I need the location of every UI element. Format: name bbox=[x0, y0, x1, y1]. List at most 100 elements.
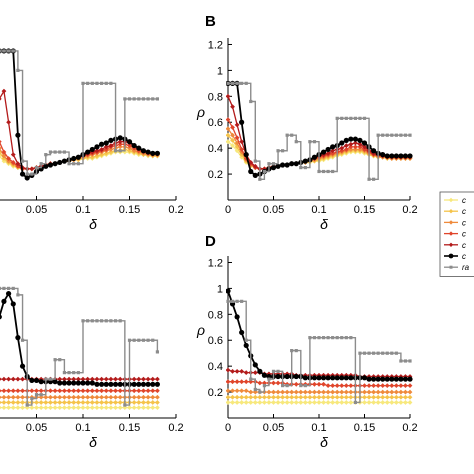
data-point bbox=[234, 314, 240, 320]
legend-marker bbox=[448, 220, 454, 225]
data-point bbox=[52, 394, 58, 400]
y-tick-label: 1 bbox=[217, 283, 223, 295]
data-point bbox=[252, 163, 258, 169]
data-point bbox=[108, 405, 114, 411]
legend-label: c bbox=[462, 207, 466, 216]
data-point bbox=[230, 388, 235, 394]
data-point bbox=[85, 388, 91, 394]
data-point bbox=[358, 351, 362, 355]
data-point bbox=[61, 380, 67, 386]
data-point bbox=[7, 286, 11, 290]
data-point bbox=[348, 389, 354, 395]
data-point bbox=[117, 400, 123, 405]
data-point bbox=[325, 383, 331, 388]
data-point bbox=[117, 141, 123, 147]
data-point bbox=[230, 400, 235, 405]
legend-marker bbox=[448, 242, 454, 247]
data-point bbox=[44, 377, 48, 381]
data-point bbox=[339, 383, 345, 388]
data-point bbox=[136, 388, 142, 394]
data-point bbox=[94, 400, 100, 405]
data-point bbox=[136, 381, 142, 387]
data-point bbox=[361, 140, 368, 146]
data-point bbox=[226, 299, 230, 303]
data-point bbox=[403, 400, 408, 405]
data-point bbox=[103, 144, 109, 150]
data-point bbox=[66, 388, 72, 394]
data-point bbox=[266, 389, 272, 395]
data-point bbox=[29, 377, 35, 384]
data-point bbox=[62, 400, 67, 405]
data-point bbox=[343, 394, 349, 400]
data-point bbox=[366, 383, 372, 388]
data-point bbox=[57, 376, 63, 382]
data-point bbox=[6, 156, 11, 161]
data-point bbox=[6, 400, 11, 405]
data-point bbox=[316, 375, 322, 381]
data-point bbox=[372, 177, 376, 181]
legend-marker bbox=[448, 231, 454, 236]
data-point bbox=[403, 394, 408, 400]
data-point bbox=[89, 400, 95, 405]
plot-area bbox=[226, 80, 413, 181]
data-point bbox=[252, 172, 258, 178]
data-point bbox=[293, 161, 299, 167]
data-point bbox=[403, 383, 408, 388]
data-point bbox=[150, 150, 156, 156]
data-point bbox=[155, 405, 160, 411]
data-point bbox=[67, 371, 71, 375]
data-point bbox=[335, 116, 339, 120]
data-point bbox=[80, 376, 86, 382]
data-point bbox=[399, 359, 403, 363]
data-point bbox=[385, 351, 389, 355]
x-tick-label: 0.2 bbox=[168, 422, 183, 434]
data-point bbox=[389, 389, 395, 395]
data-point bbox=[136, 145, 142, 151]
data-point bbox=[349, 116, 353, 120]
series-c7 bbox=[0, 286, 159, 407]
data-point bbox=[226, 367, 231, 373]
data-point bbox=[16, 68, 20, 72]
data-point bbox=[10, 301, 16, 307]
data-point bbox=[38, 388, 44, 394]
data-point bbox=[48, 394, 53, 400]
data-point bbox=[2, 49, 6, 53]
x-tick-label: 0.05 bbox=[26, 204, 47, 216]
data-point bbox=[249, 99, 253, 104]
panel-label: B bbox=[205, 13, 216, 30]
data-point bbox=[108, 400, 114, 405]
data-point bbox=[0, 154, 2, 158]
data-point bbox=[226, 126, 231, 132]
data-point bbox=[243, 342, 249, 349]
data-point bbox=[389, 376, 395, 382]
data-point bbox=[258, 390, 262, 394]
data-point bbox=[109, 319, 113, 323]
data-point bbox=[293, 400, 299, 405]
data-point bbox=[271, 400, 276, 405]
data-point bbox=[407, 389, 413, 395]
data-point bbox=[10, 394, 16, 400]
data-point bbox=[141, 97, 146, 101]
data-point bbox=[325, 400, 331, 405]
series-c7 bbox=[226, 81, 412, 181]
data-point bbox=[344, 116, 348, 120]
panel-c: 0.05 0.1 0.15 0.2 δ bbox=[0, 286, 184, 450]
data-point bbox=[331, 169, 335, 174]
data-point bbox=[132, 97, 136, 101]
data-point bbox=[131, 388, 137, 394]
data-point bbox=[141, 388, 146, 394]
data-point bbox=[330, 394, 336, 400]
data-point bbox=[330, 375, 336, 381]
data-point bbox=[330, 400, 336, 405]
data-point bbox=[226, 117, 231, 123]
data-point bbox=[312, 381, 317, 387]
data-point bbox=[94, 394, 100, 400]
data-point bbox=[239, 368, 245, 374]
data-point bbox=[343, 375, 349, 381]
data-point bbox=[48, 388, 53, 394]
series-c3 bbox=[0, 394, 160, 400]
data-point bbox=[349, 336, 353, 340]
data-point bbox=[249, 377, 253, 381]
axes: 0 0.05 0.1 0.15 0.2 0.2 0.4 0.6 0.8 1 1.2 δ ρ D bbox=[196, 233, 418, 450]
data-point bbox=[10, 405, 16, 411]
